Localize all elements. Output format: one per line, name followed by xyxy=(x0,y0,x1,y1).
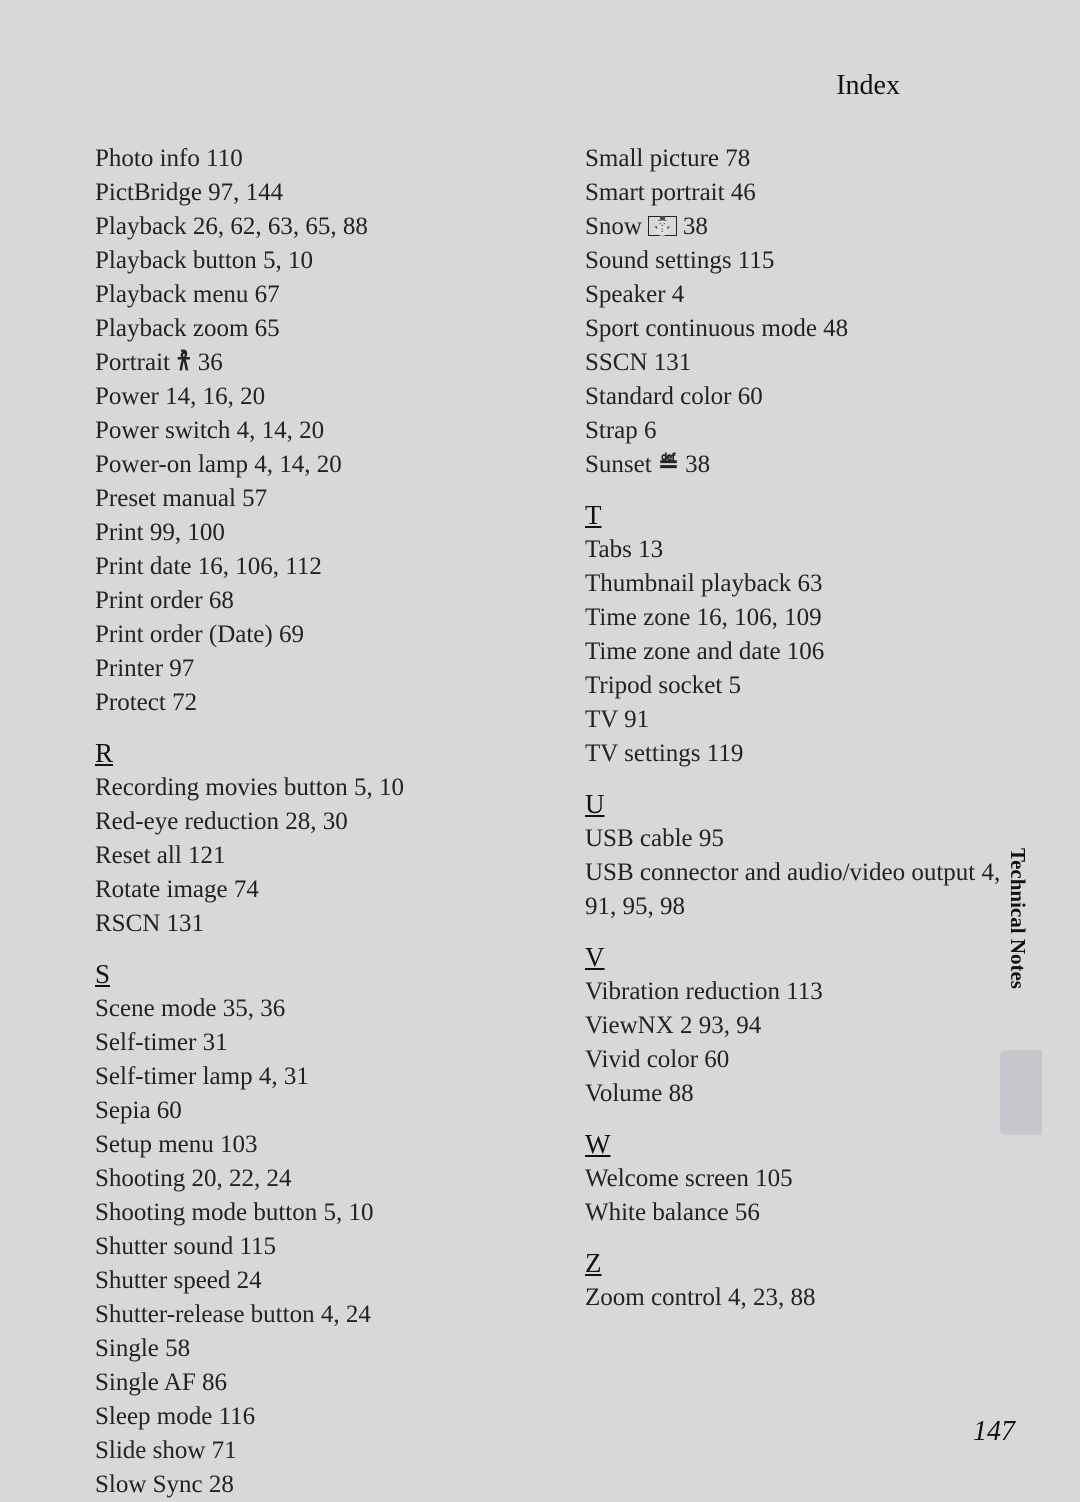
index-entry: Volume 88 xyxy=(585,1077,1020,1111)
side-section-label: Technical Notes xyxy=(1005,848,1030,989)
index-entry: Slide show 71 xyxy=(95,1434,530,1468)
index-columns: Photo info 110PictBridge 97, 144Playback… xyxy=(95,142,1020,1502)
page-number: 147 xyxy=(973,1416,1015,1448)
index-entry: Strap 6 xyxy=(585,414,1020,448)
index-entry-pages: 38 xyxy=(677,213,708,240)
index-entry: Power-on lamp 4, 14, 20 xyxy=(95,448,530,482)
page-header-index: Index xyxy=(95,70,900,102)
index-entry: Protect 72 xyxy=(95,686,530,720)
index-entry: Red-eye reduction 28, 30 xyxy=(95,805,530,839)
index-entry: Self-timer lamp 4, 31 xyxy=(95,1060,530,1094)
scene-icon: ≝ xyxy=(658,451,679,478)
index-entry: White balance 56 xyxy=(585,1196,1020,1230)
index-entry: Single 58 xyxy=(95,1332,530,1366)
index-entry: Sepia 60 xyxy=(95,1094,530,1128)
index-entry: USB cable 95 xyxy=(585,822,1020,856)
section-letter: W xyxy=(585,1129,1020,1160)
index-entry-text: Snow xyxy=(585,213,648,240)
index-entry: RSCN 131 xyxy=(95,907,530,941)
index-entry: Vivid color 60 xyxy=(585,1043,1020,1077)
index-entry: Tripod socket 5 xyxy=(585,669,1020,703)
index-entry: Shooting mode button 5, 10 xyxy=(95,1196,530,1230)
index-entry: PictBridge 97, 144 xyxy=(95,176,530,210)
index-entry: Thumbnail playback 63 xyxy=(585,567,1020,601)
index-entry: Shutter speed 24 xyxy=(95,1264,530,1298)
index-entry: Single AF 86 xyxy=(95,1366,530,1400)
index-entry: Zoom control 4, 23, 88 xyxy=(585,1281,1020,1315)
index-entry: Tabs 13 xyxy=(585,533,1020,567)
index-entry: Photo info 110 xyxy=(95,142,530,176)
index-entry: Small picture 78 xyxy=(585,142,1020,176)
index-entry: USB connector and audio/video output 4, … xyxy=(585,856,1020,924)
page-container: Index Photo info 110PictBridge 97, 144Pl… xyxy=(0,0,1080,1486)
index-entry: Sunset ≝ 38 xyxy=(585,448,1020,482)
index-entry: Portrait 𐀪 36 xyxy=(95,346,530,380)
thumb-tab xyxy=(1000,1050,1042,1135)
index-entry: Smart portrait 46 xyxy=(585,176,1020,210)
index-entry: Time zone 16, 106, 109 xyxy=(585,601,1020,635)
section-letter: T xyxy=(585,500,1020,531)
index-entry: Sleep mode 116 xyxy=(95,1400,530,1434)
index-entry: Rotate image 74 xyxy=(95,873,530,907)
index-entry: Shutter sound 115 xyxy=(95,1230,530,1264)
index-entry: Print date 16, 106, 112 xyxy=(95,550,530,584)
index-entry: Sound settings 115 xyxy=(585,244,1020,278)
index-entry: Scene mode 35, 36 xyxy=(95,992,530,1026)
left-column: Photo info 110PictBridge 97, 144Playback… xyxy=(95,142,530,1502)
index-entry: Slow Sync 28 xyxy=(95,1468,530,1502)
index-entry: TV settings 119 xyxy=(585,737,1020,771)
index-entry: Printer 97 xyxy=(95,652,530,686)
index-entry: Snow ⛄ 38 xyxy=(585,210,1020,244)
section-letter: U xyxy=(585,789,1020,820)
scene-icon: ⛄ xyxy=(648,216,676,236)
index-entry: TV 91 xyxy=(585,703,1020,737)
section-letter: S xyxy=(95,959,530,990)
index-entry: Playback zoom 65 xyxy=(95,312,530,346)
section-letter: V xyxy=(585,942,1020,973)
index-entry: Playback 26, 62, 63, 65, 88 xyxy=(95,210,530,244)
scene-icon: 𐀪 xyxy=(176,349,191,376)
index-entry: SSCN 131 xyxy=(585,346,1020,380)
index-entry-pages: 36 xyxy=(191,349,222,376)
index-entry-text: Portrait xyxy=(95,349,176,376)
index-entry: Speaker 4 xyxy=(585,278,1020,312)
index-entry: Power switch 4, 14, 20 xyxy=(95,414,530,448)
index-entry: Shooting 20, 22, 24 xyxy=(95,1162,530,1196)
index-entry: Playback menu 67 xyxy=(95,278,530,312)
index-entry: Shutter-release button 4, 24 xyxy=(95,1298,530,1332)
index-entry: Print 99, 100 xyxy=(95,516,530,550)
index-entry: Preset manual 57 xyxy=(95,482,530,516)
index-entry: Recording movies button 5, 10 xyxy=(95,771,530,805)
index-entry: Power 14, 16, 20 xyxy=(95,380,530,414)
index-entry: Standard color 60 xyxy=(585,380,1020,414)
index-entry: ViewNX 2 93, 94 xyxy=(585,1009,1020,1043)
section-letter: Z xyxy=(585,1248,1020,1279)
index-entry: Setup menu 103 xyxy=(95,1128,530,1162)
index-entry: Print order (Date) 69 xyxy=(95,618,530,652)
index-entry: Sport continuous mode 48 xyxy=(585,312,1020,346)
index-entry: Print order 68 xyxy=(95,584,530,618)
index-entry: Vibration reduction 113 xyxy=(585,975,1020,1009)
index-entry: Time zone and date 106 xyxy=(585,635,1020,669)
index-entry-pages: 38 xyxy=(679,451,710,478)
index-entry: Playback button 5, 10 xyxy=(95,244,530,278)
index-entry: Self-timer 31 xyxy=(95,1026,530,1060)
index-entry: Reset all 121 xyxy=(95,839,530,873)
right-column: Small picture 78Smart portrait 46Snow ⛄ … xyxy=(585,142,1020,1502)
index-entry-text: Sunset xyxy=(585,451,658,478)
index-entry: Welcome screen 105 xyxy=(585,1162,1020,1196)
section-letter: R xyxy=(95,738,530,769)
